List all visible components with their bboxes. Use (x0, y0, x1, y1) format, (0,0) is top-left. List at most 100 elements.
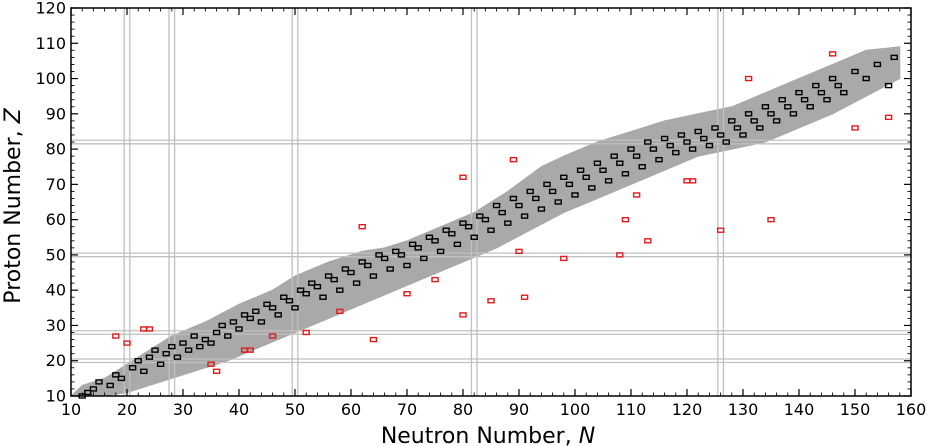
black-marker (851, 68, 859, 75)
black-marker (134, 358, 142, 364)
black-marker (582, 174, 590, 181)
black-marker (173, 354, 182, 360)
red-marker (621, 216, 630, 223)
red-marker (459, 174, 467, 181)
black-marker (672, 149, 680, 156)
black-marker (274, 312, 282, 318)
black-marker (560, 174, 568, 181)
black-marker (806, 104, 814, 110)
red-marker (716, 227, 725, 233)
black-marker (453, 241, 462, 248)
black-marker (515, 202, 523, 209)
black-marker (268, 305, 277, 311)
black-marker (380, 255, 389, 262)
x-tick-label: 50 (285, 400, 305, 419)
black-marker (890, 54, 898, 61)
black-marker (812, 82, 820, 89)
black-marker (436, 248, 445, 255)
black-marker (504, 220, 512, 226)
black-marker (761, 104, 770, 110)
red-marker (459, 312, 467, 318)
y-tick-label: 90 (46, 104, 66, 123)
black-marker (884, 82, 893, 89)
black-marker (616, 160, 624, 166)
red-marker (207, 361, 215, 367)
black-marker (834, 82, 842, 89)
black-marker (817, 89, 826, 96)
black-marker (179, 340, 187, 346)
black-marker (414, 245, 422, 251)
black-marker (252, 308, 260, 315)
red-marker (851, 125, 859, 131)
black-marker (733, 125, 742, 131)
y-tick-label: 10 (46, 387, 66, 406)
red-marker (487, 298, 495, 304)
black-marker (151, 347, 159, 353)
black-marker (554, 199, 562, 205)
x-tick-label: 140 (784, 400, 815, 419)
black-marker (319, 294, 327, 300)
black-marker (464, 223, 473, 230)
black-marker (369, 273, 378, 279)
x-tick-label: 150 (840, 400, 871, 419)
black-marker (750, 118, 758, 124)
red-marker (246, 347, 254, 353)
black-marker (655, 156, 663, 163)
black-marker (610, 153, 618, 159)
black-marker (296, 287, 305, 293)
red-marker (431, 276, 439, 283)
black-marker (599, 167, 607, 173)
black-marker (263, 301, 271, 307)
black-marker (795, 89, 803, 96)
red-marker (123, 340, 131, 346)
magic-number-lines (71, 8, 911, 396)
x-tick-label: 30 (173, 400, 193, 419)
black-marker (789, 111, 798, 117)
red-marker (688, 178, 697, 184)
red-marker (616, 252, 624, 258)
black-marker (156, 361, 165, 367)
x-tick-label: 100 (560, 400, 591, 419)
black-marker (711, 125, 719, 131)
black-marker (420, 255, 428, 262)
x-tick-label: 70 (397, 400, 417, 419)
black-marker (218, 322, 226, 329)
red-marker (767, 216, 775, 223)
y-tick-label: 120 (35, 0, 66, 18)
red-marker (369, 336, 378, 343)
black-marker (767, 111, 775, 117)
black-marker (442, 227, 450, 233)
red-marker (112, 333, 120, 339)
black-marker (716, 132, 725, 138)
black-marker (728, 118, 736, 124)
black-marker (285, 298, 294, 304)
red-marker (509, 156, 518, 163)
y-tick-label: 80 (46, 140, 66, 159)
black-marker (476, 213, 484, 219)
black-marker (408, 241, 417, 248)
black-marker (548, 188, 557, 195)
black-marker (459, 220, 467, 226)
black-marker (207, 340, 215, 346)
black-marker (235, 326, 243, 332)
black-marker (224, 333, 232, 339)
y-tick-label: 30 (46, 316, 66, 335)
black-marker (543, 181, 551, 188)
black-marker (425, 234, 434, 240)
black-marker (128, 365, 137, 371)
black-marker (683, 139, 691, 145)
black-marker (375, 252, 383, 258)
black-marker (196, 343, 204, 350)
red-marker (336, 308, 344, 315)
y-tick-label: 100 (35, 69, 66, 88)
black-marker (756, 125, 764, 131)
black-marker (666, 142, 674, 149)
x-tick-label: 130 (728, 400, 759, 419)
x-tick-label: 90 (509, 400, 529, 419)
black-marker (201, 336, 210, 343)
black-marker (632, 153, 641, 159)
black-marker (800, 97, 809, 103)
black-marker (352, 280, 361, 286)
black-marker (470, 234, 478, 240)
